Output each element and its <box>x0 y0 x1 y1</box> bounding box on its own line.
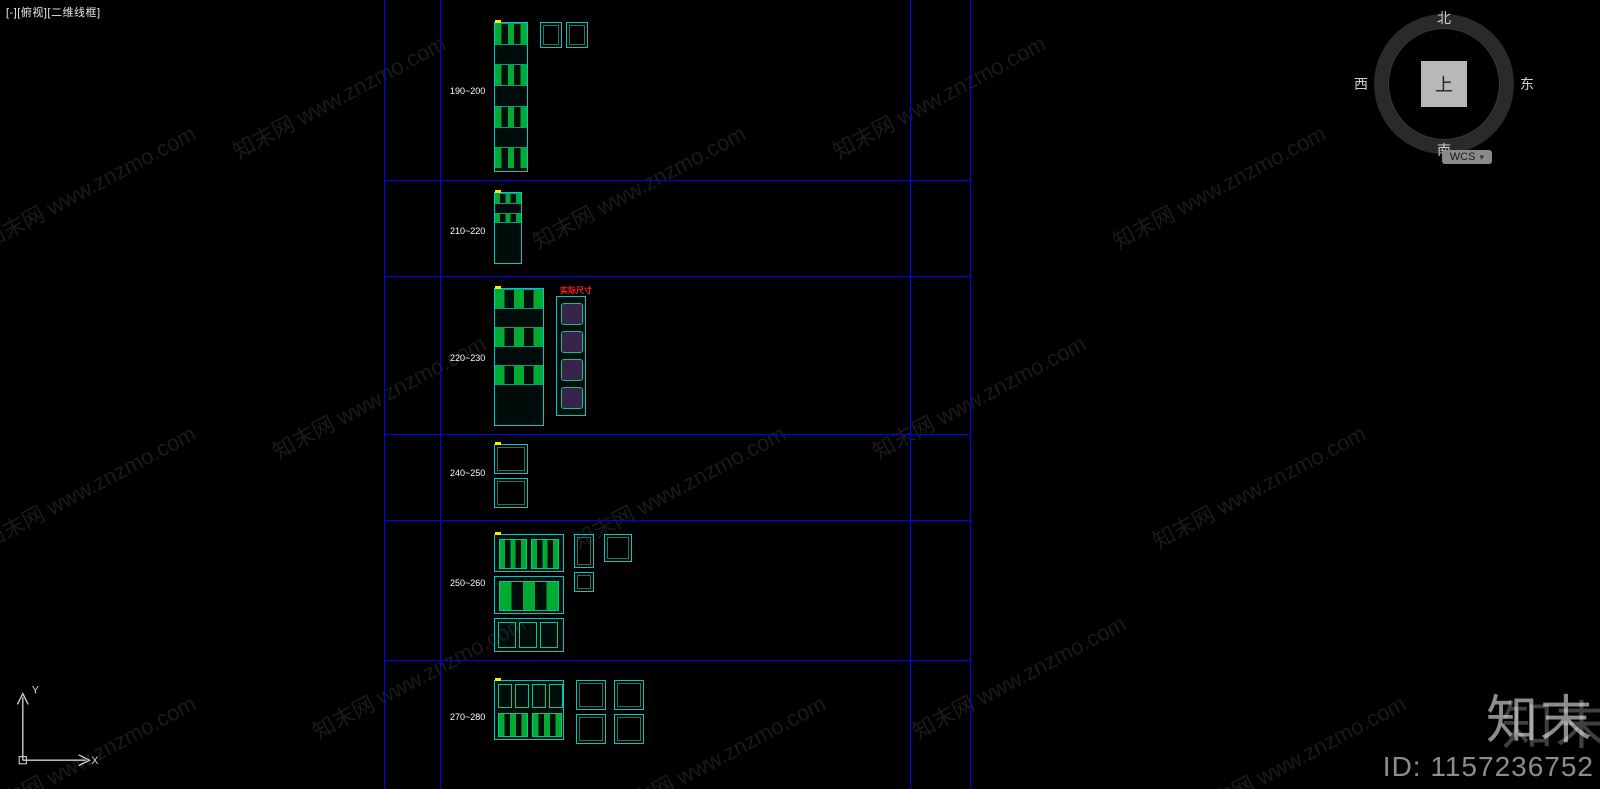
wcs-label: WCS <box>1450 151 1476 163</box>
watermark: 知末网 www.znzmo.com <box>266 326 490 466</box>
dwg-block[interactable] <box>494 192 522 264</box>
viewcube-dir-east[interactable]: 东 <box>1520 74 1534 94</box>
dwg-block[interactable] <box>566 22 588 48</box>
row-label: 250~260 <box>450 578 485 588</box>
watermark: 知末网 www.znzmo.com <box>0 116 201 256</box>
watermark: 知末网 www.znzmo.com <box>1186 686 1410 789</box>
viewcube-face-top[interactable]: 上 <box>1421 61 1467 107</box>
grid-line <box>384 276 970 277</box>
watermark: 知末网 www.znzmo.com <box>566 416 790 556</box>
dwg-block[interactable] <box>494 680 564 740</box>
brand-id: ID: 1157236752 <box>1383 751 1594 783</box>
dwg-block[interactable] <box>576 680 606 710</box>
row-label: 220~230 <box>450 353 485 363</box>
dwg-block[interactable] <box>574 534 594 568</box>
watermark: 知末网 www.znzmo.com <box>526 116 750 256</box>
watermark: 知末网 www.znzmo.com <box>866 326 1090 466</box>
grid-line <box>910 0 911 789</box>
dwg-block[interactable] <box>494 618 564 652</box>
viewcube-dir-west[interactable]: 西 <box>1354 74 1368 94</box>
dwg-block[interactable] <box>494 288 544 426</box>
dwg-block[interactable] <box>494 534 564 572</box>
grid-line <box>384 180 970 181</box>
watermark: 知末网 www.znzmo.com <box>0 416 201 556</box>
dwg-block[interactable] <box>574 572 594 592</box>
grid-line <box>384 434 970 435</box>
dwg-block[interactable] <box>556 296 586 416</box>
drawing-viewport[interactable]: [-][俯视][二维线框] 知末网 www.znzmo.com 知末网 www.… <box>0 0 1600 789</box>
dwg-block[interactable] <box>576 714 606 744</box>
watermark: 知末网 www.znzmo.com <box>826 26 1050 166</box>
row-label: 270~280 <box>450 712 485 722</box>
ucs-x-label: X <box>91 755 98 767</box>
watermark: 知末网 www.znzmo.com <box>906 606 1130 746</box>
grid-line <box>384 520 970 521</box>
chevron-down-icon: ▾ <box>1479 152 1484 163</box>
watermark: 知末网 www.znzmo.com <box>226 26 450 166</box>
watermark: 知末网 www.znzmo.com <box>1146 416 1370 556</box>
grid-line <box>384 660 970 661</box>
viewcube-dir-north[interactable]: 北 <box>1437 8 1451 28</box>
watermark: 知末网 www.znzmo.com <box>1106 116 1330 256</box>
annotation-text: 实际尺寸 <box>560 285 592 296</box>
row-label: 190~200 <box>450 86 485 96</box>
dwg-block[interactable] <box>494 22 528 172</box>
row-label: 210~220 <box>450 226 485 236</box>
dwg-block[interactable] <box>614 680 644 710</box>
viewcube[interactable]: 上 北 南 西 东 <box>1374 14 1514 154</box>
grid-line <box>384 0 385 789</box>
dwg-block[interactable] <box>494 478 528 508</box>
row-label: 240~250 <box>450 468 485 478</box>
dwg-block[interactable] <box>494 576 564 614</box>
dwg-block[interactable] <box>494 444 528 474</box>
dwg-block[interactable] <box>540 22 562 48</box>
grid-line <box>440 0 441 789</box>
ucs-icon[interactable]: Y X <box>12 681 102 771</box>
grid-line <box>970 0 971 789</box>
dwg-block[interactable] <box>604 534 632 562</box>
brand-logo: 知末 <box>1383 695 1594 747</box>
dwg-block[interactable] <box>614 714 644 744</box>
wcs-badge[interactable]: WCS ▾ <box>1442 150 1492 164</box>
brand-block: 知末 ID: 1157236752 <box>1383 695 1594 783</box>
ucs-y-label: Y <box>32 685 39 697</box>
viewport-controls-label[interactable]: [-][俯视][二维线框] <box>6 4 101 20</box>
